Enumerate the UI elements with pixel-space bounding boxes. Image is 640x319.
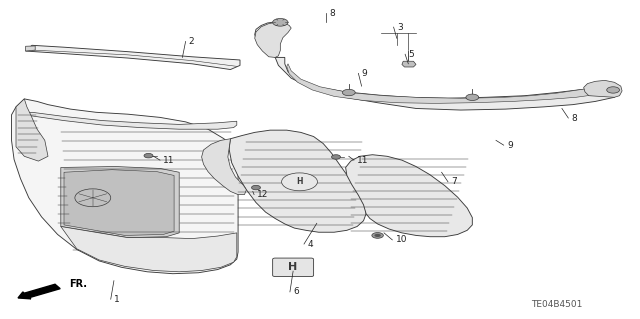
Polygon shape — [12, 99, 238, 274]
Text: 6: 6 — [293, 287, 299, 296]
Text: 10: 10 — [396, 235, 407, 244]
Circle shape — [374, 234, 381, 237]
Circle shape — [252, 185, 260, 190]
Text: H: H — [289, 262, 298, 272]
Polygon shape — [26, 45, 240, 70]
Polygon shape — [64, 170, 174, 235]
Polygon shape — [26, 112, 237, 129]
Text: 11: 11 — [357, 156, 369, 165]
Circle shape — [332, 155, 340, 159]
Text: 11: 11 — [163, 156, 175, 165]
Text: 9: 9 — [507, 141, 513, 150]
Polygon shape — [202, 139, 246, 195]
Circle shape — [607, 87, 620, 93]
Circle shape — [466, 94, 479, 100]
Circle shape — [144, 153, 153, 158]
Polygon shape — [402, 61, 416, 67]
Polygon shape — [61, 226, 237, 272]
Polygon shape — [287, 64, 613, 103]
Polygon shape — [275, 57, 618, 110]
Text: 4: 4 — [307, 240, 313, 249]
Text: TE04B4501: TE04B4501 — [531, 300, 582, 309]
Polygon shape — [229, 130, 366, 232]
Polygon shape — [584, 80, 622, 97]
Polygon shape — [61, 167, 179, 238]
Text: H: H — [296, 177, 303, 186]
FancyArrow shape — [18, 284, 60, 299]
Text: 5: 5 — [408, 50, 414, 59]
Text: 3: 3 — [397, 23, 403, 32]
Polygon shape — [26, 46, 35, 51]
Circle shape — [342, 89, 355, 96]
Text: FR.: FR. — [69, 279, 87, 289]
Text: 12: 12 — [257, 190, 269, 199]
Text: 7: 7 — [451, 177, 457, 186]
Text: 8: 8 — [572, 114, 577, 122]
Text: 2: 2 — [189, 37, 195, 46]
Text: 8: 8 — [330, 9, 335, 18]
Text: 1: 1 — [114, 295, 120, 304]
Polygon shape — [255, 22, 291, 57]
Circle shape — [372, 233, 383, 238]
Circle shape — [282, 173, 317, 191]
Polygon shape — [16, 99, 48, 161]
FancyBboxPatch shape — [273, 258, 314, 277]
Polygon shape — [346, 155, 472, 237]
Text: 9: 9 — [362, 69, 367, 78]
Circle shape — [273, 19, 288, 26]
